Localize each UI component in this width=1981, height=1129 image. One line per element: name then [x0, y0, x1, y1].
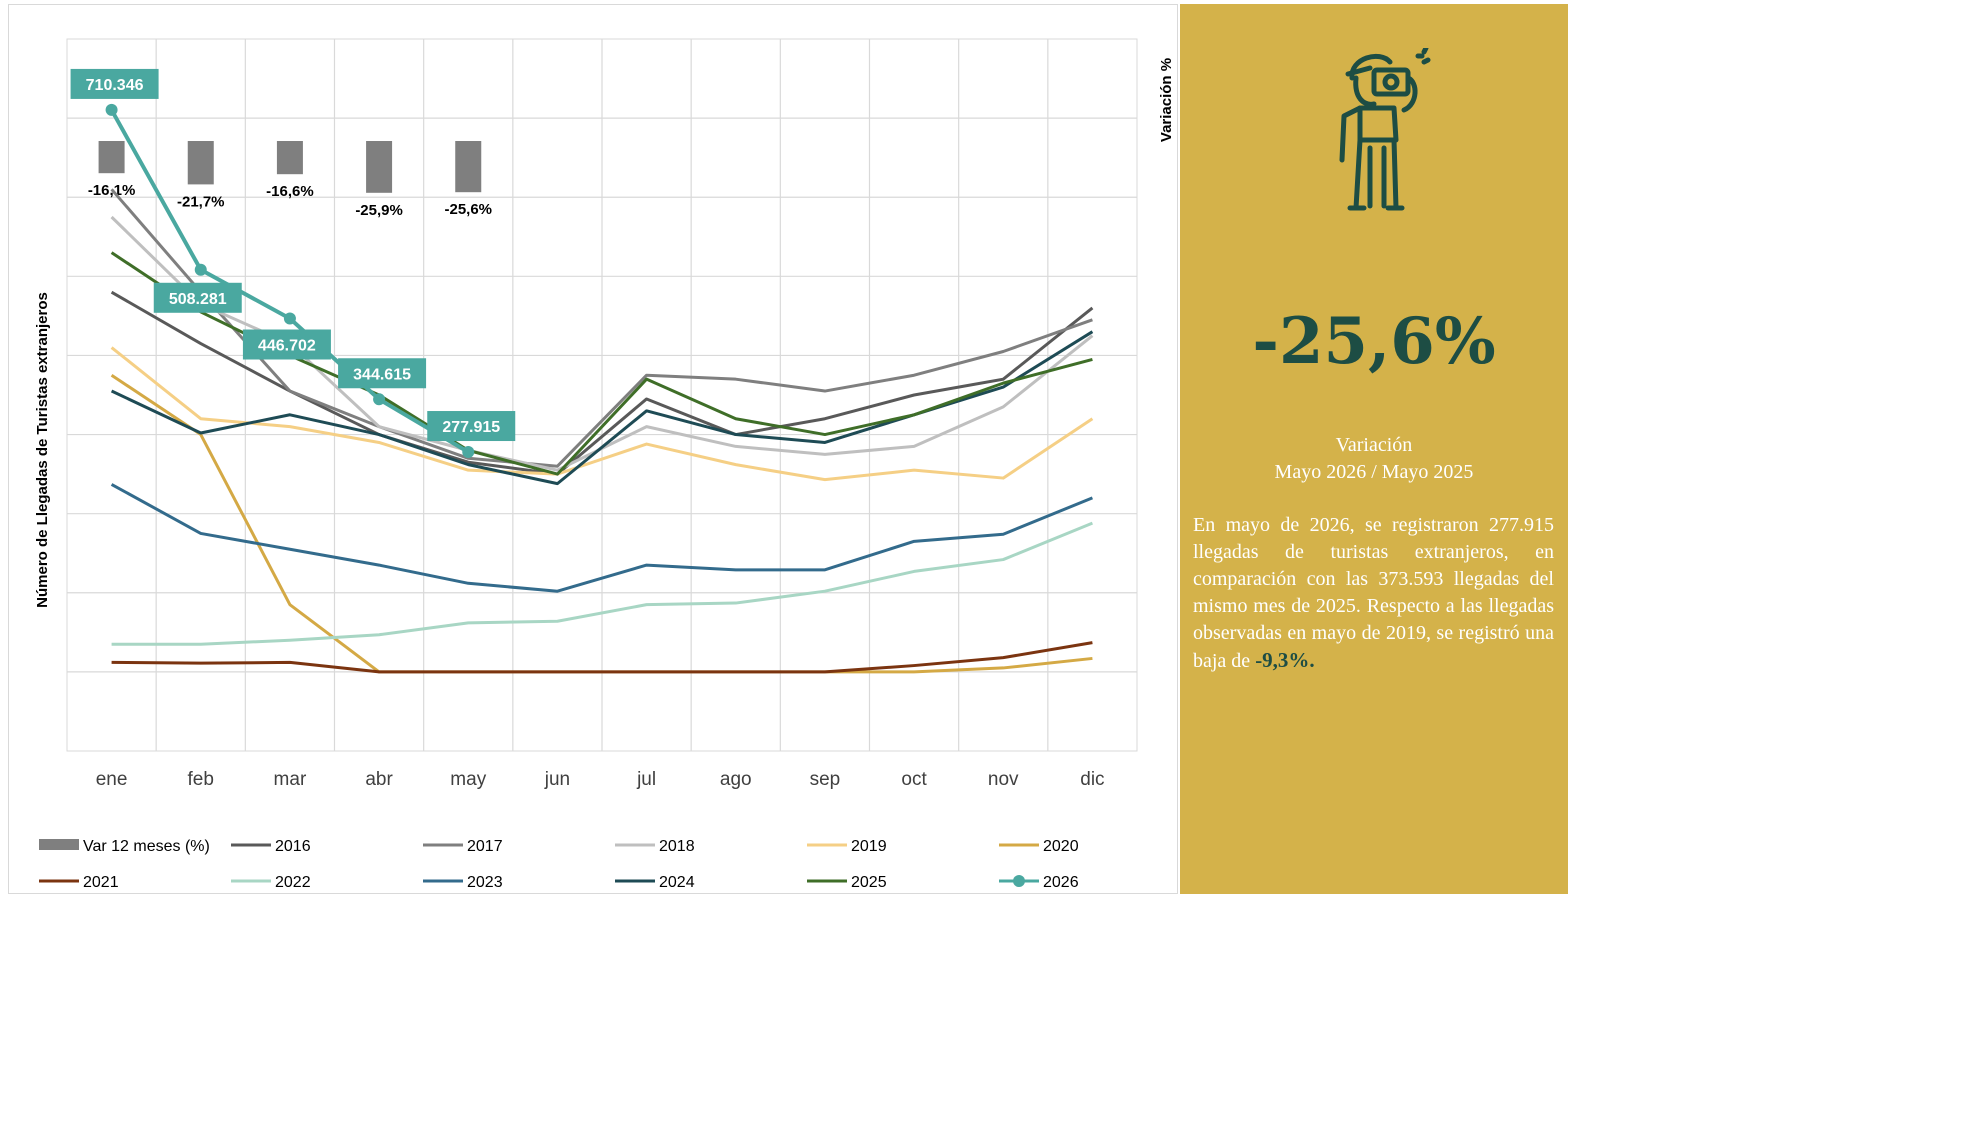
summary-panel: -25,6% Variación Mayo 2026 / Mayo 2025 E… — [1180, 4, 1568, 894]
variation-bar — [455, 141, 482, 193]
legend-label: 2019 — [851, 838, 887, 855]
x-tick-label: may — [450, 769, 486, 790]
series-line-2016 — [110, 290, 1094, 476]
description-body: En mayo de 2026, se registraron 277.915 … — [1193, 514, 1554, 672]
legend-item: 2022 — [231, 874, 311, 891]
tourist-with-camera-icon — [1339, 48, 1431, 211]
legend-label: 2020 — [1043, 838, 1079, 855]
legend-label: 2021 — [83, 874, 119, 891]
x-tick-label: oct — [901, 769, 927, 790]
legend-label: 2018 — [659, 838, 695, 855]
data-label-2026: 508.281 — [153, 282, 242, 313]
legend-label: 2016 — [275, 838, 311, 855]
x-tick-label: ene — [96, 769, 128, 790]
x-tick-label: jul — [636, 769, 656, 790]
data-label-2026: 446.702 — [242, 329, 331, 360]
variation-bar-label: -21,7% — [177, 193, 225, 210]
data-label-box — [153, 282, 242, 313]
variation-bar-label: -25,9% — [355, 202, 403, 219]
legend-label: 2023 — [467, 874, 503, 891]
data-labels: 710.346 508.281 446.702 344.615 277.915 — [70, 68, 516, 442]
variation-bar — [276, 141, 303, 175]
headline-variation: -25,6% — [1252, 304, 1496, 379]
legend-item: Var 12 meses (%) — [39, 838, 210, 855]
variation-bar — [98, 141, 125, 174]
variation-title: Variación — [1335, 434, 1413, 456]
chart-area: -16,1% -21,7% -16,6% -25,9% -25,6% 710.346 50… — [8, 4, 1178, 894]
series-2026-marker — [462, 446, 475, 459]
legend-item: 2023 — [423, 874, 503, 891]
legend-item: 2017 — [423, 838, 503, 855]
legend-label: 2025 — [851, 874, 887, 891]
legend-label: 2022 — [275, 874, 311, 891]
series-line-2019 — [110, 346, 1094, 482]
x-tick-label: abr — [365, 769, 393, 790]
data-label-text: 508.281 — [169, 291, 227, 308]
description-highlight: -9,3%. — [1255, 648, 1315, 672]
y2-axis-title: Variación % — [1158, 58, 1175, 142]
x-tick-label: mar — [274, 769, 307, 790]
series-line-2022 — [111, 521, 1093, 646]
series-2026-marker — [283, 312, 296, 325]
data-label-text: 344.615 — [353, 366, 411, 383]
data-label-box — [338, 358, 427, 389]
legend-item: 2020 — [999, 838, 1079, 855]
legend: Var 12 meses (%) 2016 2017 2018 2019 2020 2021… — [39, 838, 1079, 891]
x-tick-label: sep — [810, 769, 841, 790]
data-label-2026: 277.915 — [427, 411, 516, 442]
legend-item: 2018 — [615, 838, 695, 855]
variation-bar-label: -16,6% — [266, 183, 314, 200]
series-line-2023 — [110, 483, 1093, 593]
x-tick-label: ago — [720, 769, 752, 790]
x-tick-label: jun — [544, 769, 570, 790]
series-2026-marker — [194, 263, 207, 276]
axes: ene feb mar abr may jun jul ago sep oct nov dic Núme… — [34, 58, 1175, 790]
legend-item: 2024 — [615, 874, 695, 891]
legend-item: 2019 — [807, 838, 887, 855]
x-tick-label: dic — [1080, 769, 1104, 790]
data-label-box — [70, 68, 159, 99]
line-chart: -16,1%-21,7%-16,6%-25,9% -25,6% 710.34650… — [34, 38, 1175, 891]
data-label-text: 277.915 — [442, 419, 500, 436]
data-label-2026: 710.346 — [70, 68, 159, 99]
series-line-2021 — [111, 641, 1093, 674]
legend-marker — [1013, 875, 1025, 887]
x-tick-label: nov — [988, 769, 1019, 790]
y-axis-title: Número de Llegadas de Turistas extranjer… — [34, 292, 51, 608]
variation-bar-label: -25,6% — [444, 201, 492, 218]
data-label-text: 710.346 — [86, 77, 144, 94]
series-lines — [105, 103, 1094, 674]
x-tick-label: feb — [188, 769, 214, 790]
legend-item: 2021 — [39, 874, 119, 891]
legend-item: 2025 — [807, 874, 887, 891]
legend-swatch — [39, 839, 79, 850]
variation-bars: -16,1%-21,7%-16,6%-25,9% -25,6% — [88, 141, 492, 219]
data-label-2026: 344.615 — [338, 358, 427, 389]
data-label-box — [427, 411, 516, 442]
legend-item: 2026 — [999, 874, 1079, 891]
variation-bar — [366, 141, 393, 193]
data-label-text: 446.702 — [258, 337, 316, 354]
series-2026-marker — [373, 393, 386, 406]
description-text: En mayo de 2026, se registraron 277.915 … — [1193, 512, 1554, 675]
variation-subtitle: Mayo 2026 / Mayo 2025 — [1274, 461, 1474, 483]
variation-bar — [187, 141, 214, 185]
legend-label: Var 12 meses (%) — [83, 838, 210, 855]
legend-label: 2017 — [467, 838, 503, 855]
legend-label: 2024 — [659, 874, 695, 891]
series-2026-marker — [105, 103, 118, 116]
legend-label: 2026 — [1043, 874, 1079, 891]
legend-item: 2016 — [231, 838, 311, 855]
series-line-2017 — [110, 188, 1093, 468]
data-label-box — [242, 329, 331, 360]
